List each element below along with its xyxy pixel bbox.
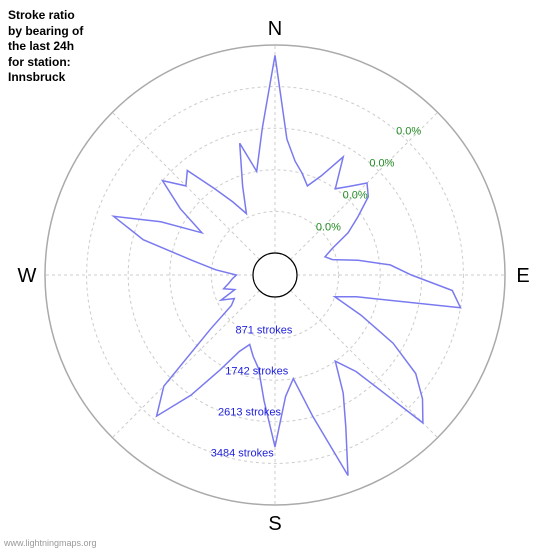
center-circle bbox=[253, 253, 297, 297]
ring-strokes-label: 1742 strokes bbox=[225, 366, 288, 378]
ring-pct-label: 0.0% bbox=[369, 158, 394, 170]
ring-pct-label: 0.0% bbox=[316, 221, 341, 233]
ring-pct-label: 0.0% bbox=[396, 126, 421, 138]
cardinal-s: S bbox=[268, 513, 281, 535]
cardinal-w: W bbox=[18, 265, 37, 287]
cardinal-e: E bbox=[516, 265, 529, 287]
attribution-text: www.lightningmaps.org bbox=[4, 538, 97, 548]
polar-chart: N S E W 0.0% 0.0% 0.0% 0.0% 871 strokes 1742 stro… bbox=[0, 0, 550, 550]
cardinal-n: N bbox=[268, 18, 282, 40]
ring-strokes-label: 3484 strokes bbox=[211, 448, 274, 460]
ring-strokes-label: 2613 strokes bbox=[218, 407, 281, 419]
ring-pct-label: 0.0% bbox=[343, 189, 368, 201]
ring-strokes-label: 871 strokes bbox=[236, 325, 293, 337]
